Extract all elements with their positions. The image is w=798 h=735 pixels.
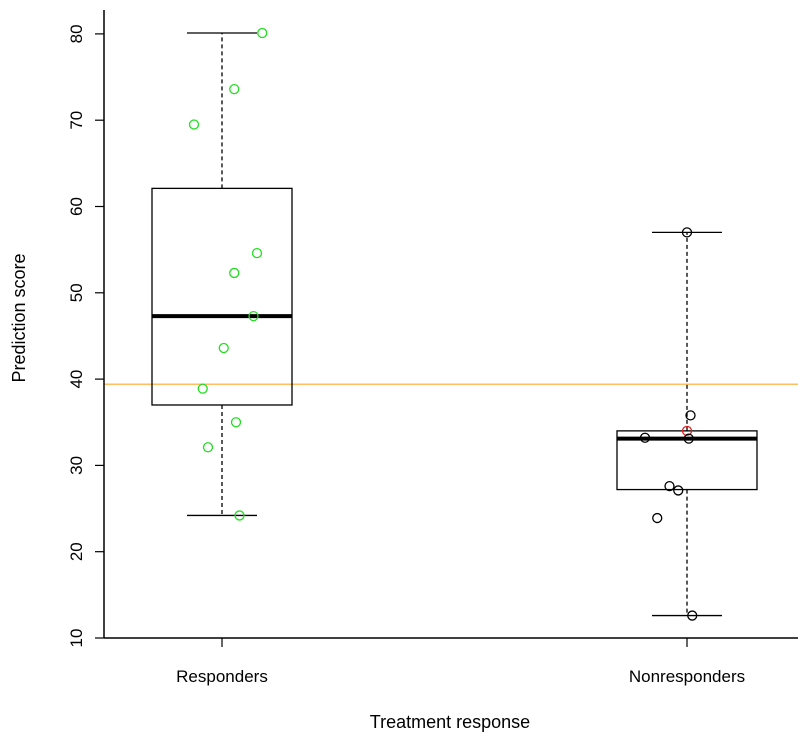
data-point — [683, 433, 694, 444]
data-point — [229, 267, 240, 279]
data-point — [257, 27, 268, 39]
data-point — [685, 410, 696, 421]
x-axis-label: Treatment response — [370, 712, 530, 732]
boxes-layer — [151, 32, 758, 617]
y-tick-label: 50 — [67, 283, 86, 302]
data-point — [664, 480, 675, 492]
data-point — [188, 119, 200, 130]
data-point — [673, 485, 684, 496]
y-tick-label: 60 — [67, 197, 86, 216]
y-tick-label: 30 — [67, 456, 86, 475]
data-point — [251, 247, 263, 259]
data-point — [202, 442, 214, 453]
y-tick-label: 20 — [67, 542, 86, 561]
x-tick-label: Nonresponders — [629, 667, 745, 686]
y-tick-label: 10 — [67, 629, 86, 648]
x-tick-label: Responders — [176, 667, 268, 686]
data-point — [681, 227, 693, 238]
y-axis-label: Prediction score — [9, 253, 29, 382]
data-point — [652, 512, 663, 524]
points-layer — [188, 27, 698, 621]
data-point — [234, 510, 245, 521]
data-point — [230, 417, 242, 428]
data-point — [248, 310, 259, 322]
data-point — [639, 432, 651, 443]
data-point — [681, 425, 693, 437]
data-point — [229, 83, 240, 95]
data-point — [687, 610, 698, 621]
y-tick-label: 40 — [67, 370, 86, 389]
y-tick-label: 70 — [67, 111, 86, 130]
box-iqr — [616, 430, 758, 491]
data-point — [218, 342, 229, 354]
box-iqr — [151, 187, 293, 406]
data-point — [197, 383, 208, 394]
axes-layer: 10 20 30 40 50 60 70 80 Responders Nonresponders — [67, 10, 798, 686]
y-tick-label: 80 — [67, 24, 86, 43]
